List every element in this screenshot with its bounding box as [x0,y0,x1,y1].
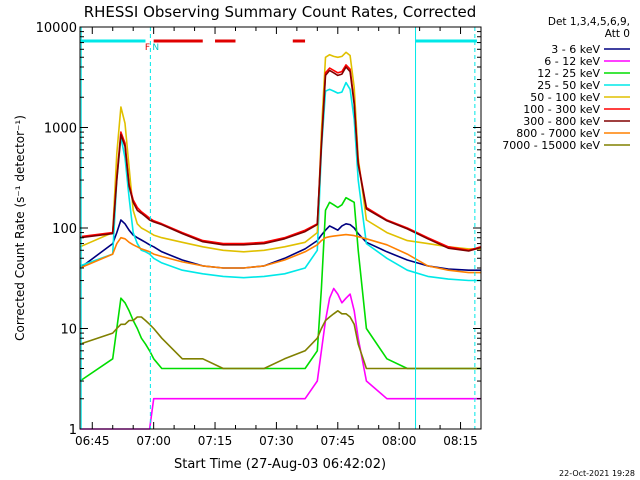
legend-label-4: 25 - 50 keV [537,79,600,92]
legend-label-1: 3 - 6 keV [551,43,600,56]
series-line-4 [79,81,481,282]
annotation-label-2: N [152,43,159,53]
annotation-label-1: F [145,43,150,53]
y-tick-label: 1000 [44,122,77,137]
legend-label-5: 50 - 100 keV [530,91,600,104]
legend-label-6: 100 - 300 keV [523,103,600,116]
x-tick-label: 07:00 [136,434,171,448]
legend-label-3: 12 - 25 keV [537,67,600,80]
legend-label-2: 6 - 12 keV [544,55,600,68]
y-tick-label: 1 [69,423,77,438]
x-tick-label: 07:45 [320,434,355,448]
series-line-7 [79,66,482,252]
series-line-9 [79,309,481,370]
chart-title: RHESSI Observing Summary Count Rates, Co… [84,3,477,21]
y-tick-label: 10 [60,323,77,338]
legend-header: Att 0 [605,28,630,40]
legend-label-7: 300 - 800 keV [523,115,600,128]
series-line-8 [79,233,481,274]
y-tick-label: 10000 [36,21,77,36]
x-tick-label: 07:30 [259,434,294,448]
x-tick-label: 08:00 [382,434,417,448]
x-axis-label: Start Time (27-Aug-03 06:42:02) [174,457,386,472]
legend-label-8: 800 - 7000 keV [516,127,600,140]
axes-layer: 06:45 07:00 07:15 07:30 07:45 08:00 08:15 1 10 10… [36,21,482,448]
x-tick-label: 08:15 [443,434,478,448]
legend-header: Det 1,3,4,5,6,9, [548,16,630,28]
x-tick-label: 07:15 [198,434,233,448]
y-axis-label: Corrected Count Rate (s⁻¹ detector⁻¹) [13,115,27,341]
legend-label-9: 7000 - 15000 keV [502,139,600,152]
x-tick-label: 06:45 [75,434,110,448]
series-layer [79,51,482,430]
y-tick-label: 100 [52,222,77,237]
footer-date: 22-Oct-2021 19:28 [559,469,635,478]
series-line-5 [79,51,481,253]
series-line-3 [79,196,481,382]
